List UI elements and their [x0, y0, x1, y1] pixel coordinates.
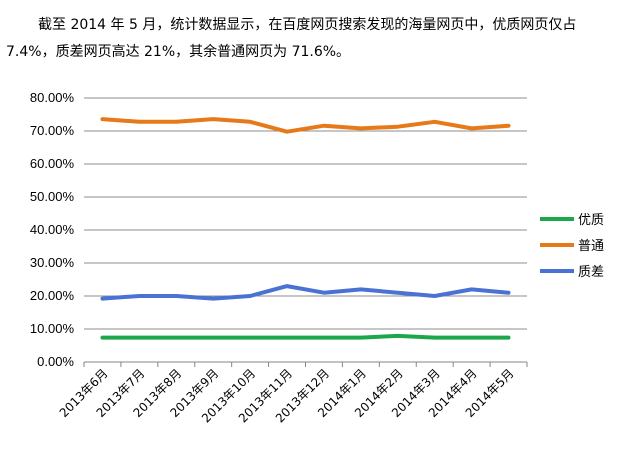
legend-label: 普通	[578, 239, 604, 254]
y-tick-label: 20.00%	[30, 288, 75, 303]
series-line-0	[100, 333, 511, 340]
y-tick-label: 80.00%	[30, 90, 75, 105]
legend-label: 质差	[578, 265, 604, 280]
y-tick-label: 0.00%	[37, 354, 74, 369]
series-line-1	[100, 117, 511, 134]
y-tick-label: 50.00%	[30, 189, 75, 204]
y-tick-label: 60.00%	[30, 156, 75, 171]
intro-line-1: 截至 2014 年 5 月，统计数据显示，在百度网页搜索发现的海量网页中，优质网…	[38, 17, 577, 33]
y-tick-label: 70.00%	[30, 123, 75, 138]
y-tick-label: 10.00%	[30, 321, 75, 336]
y-tick-label: 40.00%	[30, 222, 75, 237]
series-line-2	[100, 284, 511, 301]
legend-label: 优质	[578, 213, 604, 228]
intro-text: 截至 2014 年 5 月，统计数据显示，在百度网页搜索发现的海量网页中，优质网…	[0, 0, 619, 70]
intro-line-2: 7.4%，质差网页高达 21%，其余普通网页为 71.6%。	[6, 44, 351, 60]
y-tick-label: 30.00%	[30, 255, 75, 270]
